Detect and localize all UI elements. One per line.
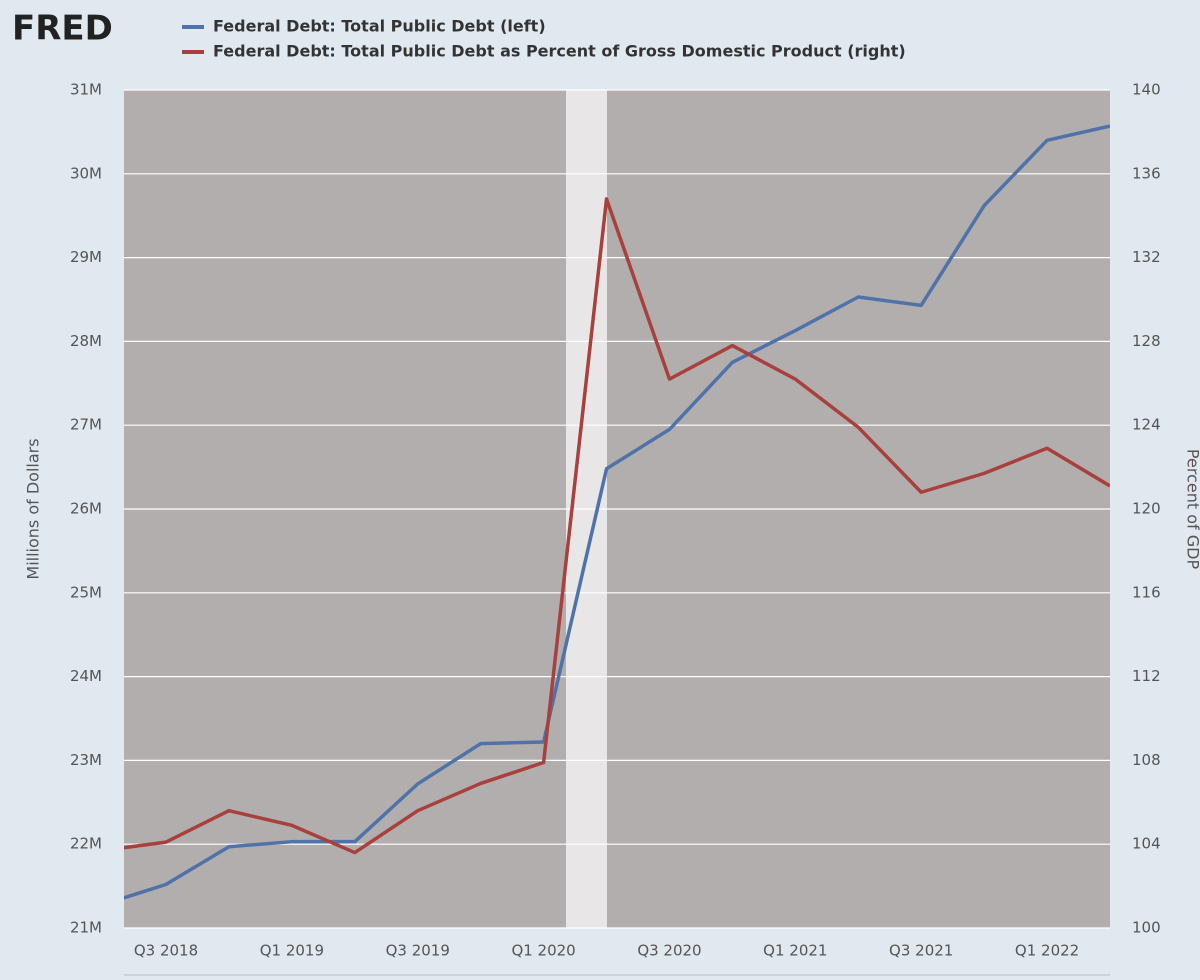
x-tick-label: Q1 2020 — [511, 942, 575, 960]
y2-tick-label: 132 — [1132, 248, 1161, 266]
y2-tick-label: 112 — [1132, 667, 1161, 685]
x-tick-label: Q1 2019 — [260, 942, 324, 960]
x-tick-label: Q1 2021 — [763, 942, 827, 960]
legend-label: Federal Debt: Total Public Debt (left) — [213, 17, 546, 36]
x-tick-label: Q3 2021 — [889, 942, 953, 960]
series-line — [124, 197, 1110, 855]
y-tick-label: 26M — [70, 500, 102, 518]
y2-tick-label: 140 — [1132, 81, 1161, 99]
y2-axis-title: Percent of GDP — [1184, 449, 1200, 570]
y-tick-label: 25M — [70, 583, 102, 601]
y2-tick-label: 124 — [1132, 416, 1161, 434]
y2-tick-label: 128 — [1132, 332, 1161, 350]
y-tick-label: 29M — [70, 248, 102, 266]
y2-tick-label: 120 — [1132, 500, 1161, 518]
y-axis-title: Millions of Dollars — [24, 438, 43, 579]
series-line — [124, 124, 1110, 900]
x-tick-label: Q3 2019 — [386, 942, 450, 960]
y-tick-label: 28M — [70, 332, 102, 350]
y2-tick-label: 108 — [1132, 751, 1161, 769]
y2-tick-label: 116 — [1132, 583, 1161, 601]
y-tick-label: 27M — [70, 416, 102, 434]
y2-tick-label: 136 — [1132, 164, 1161, 182]
x-tick-label: Q1 2022 — [1015, 942, 1079, 960]
x-tick-label: Q3 2018 — [134, 942, 198, 960]
legend-label: Federal Debt: Total Public Debt as Perce… — [213, 42, 906, 61]
y-tick-label: 23M — [70, 751, 102, 769]
y-tick-label: 24M — [70, 667, 102, 685]
x-tick-label: Q3 2020 — [637, 942, 701, 960]
logo: FRED — [12, 9, 113, 49]
y-tick-label: 21M — [70, 919, 102, 937]
y-tick-label: 30M — [70, 164, 102, 182]
y-tick-label: 31M — [70, 81, 102, 99]
y2-tick-label: 100 — [1132, 919, 1161, 937]
y2-tick-label: 104 — [1132, 835, 1161, 853]
y-tick-label: 22M — [70, 835, 102, 853]
